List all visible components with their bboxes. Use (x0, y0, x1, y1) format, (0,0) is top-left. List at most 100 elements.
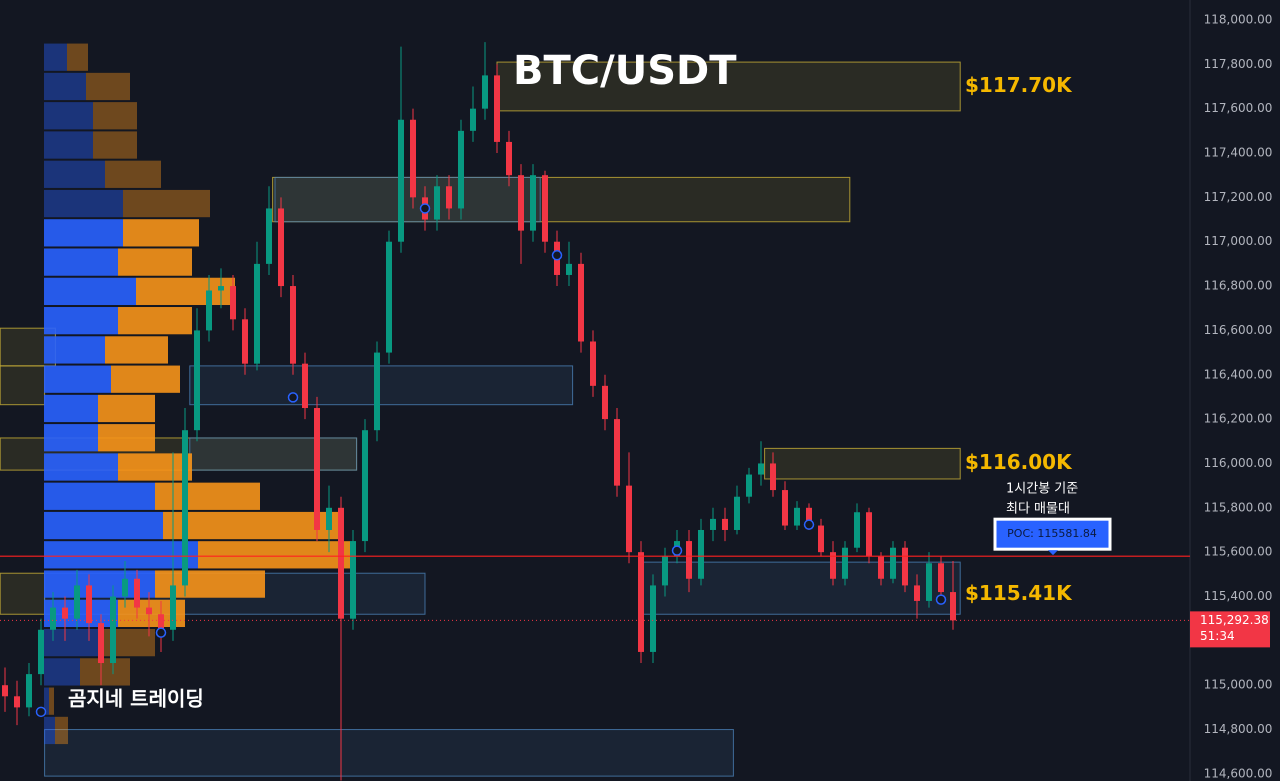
candle-body (494, 75, 500, 142)
profile-sell (118, 453, 192, 481)
candle-body (650, 585, 656, 652)
zone (496, 61, 961, 112)
profile-buy (44, 72, 86, 101)
candle-body (134, 578, 140, 608)
last-price-box (1190, 611, 1270, 648)
poc-pointer (1048, 550, 1058, 556)
profile-buy (44, 336, 105, 364)
candle-body (878, 556, 884, 579)
profile-sell (86, 72, 130, 101)
candle-body (818, 525, 824, 553)
profile-buy (44, 453, 118, 481)
candle-body (194, 330, 200, 431)
candle-body (266, 208, 272, 264)
profile-sell (111, 365, 180, 393)
candle-body (854, 512, 860, 548)
zone (44, 729, 734, 777)
profile-buy (44, 628, 103, 657)
candles (2, 42, 956, 781)
profile-buy (44, 102, 93, 130)
candle-body (842, 547, 848, 579)
y-tick-label: 115,400.00 (1204, 589, 1273, 603)
profile-sell (105, 160, 161, 188)
candle-body (446, 186, 452, 209)
candle-body (938, 563, 944, 593)
candle-body (86, 585, 92, 624)
candle-body (770, 463, 776, 491)
candle-body (566, 263, 572, 275)
candle-body (506, 141, 512, 176)
candle-body (254, 263, 260, 364)
y-tick-label: 117,600.00 (1204, 101, 1273, 115)
candle-body (734, 496, 740, 530)
candle-body (710, 518, 716, 530)
candle-body (26, 674, 32, 708)
candle-body (782, 490, 788, 526)
candle-body (146, 607, 152, 615)
candle-body (158, 614, 164, 630)
candle-body (890, 547, 896, 579)
profile-sell (93, 131, 137, 159)
profile-sell (136, 277, 235, 306)
chart-title: BTC/USDT (513, 48, 737, 94)
signal-marker (35, 706, 47, 718)
candle-body (902, 547, 908, 586)
profile-buy (44, 424, 98, 452)
profile-buy (44, 277, 136, 306)
signal-marker (671, 545, 683, 556)
candle-body (470, 108, 476, 131)
profile-buy (44, 248, 118, 276)
candle-body (110, 596, 116, 664)
candle-body (374, 352, 380, 431)
profile-buy (44, 511, 163, 540)
profile-sell (123, 189, 210, 218)
y-tick-label: 116,200.00 (1204, 412, 1273, 426)
candle-body (434, 186, 440, 220)
zone (274, 176, 541, 223)
profile-sell (198, 541, 350, 569)
candle-body (242, 319, 248, 364)
candle-body (530, 175, 536, 231)
zone (189, 437, 358, 471)
profile-sell (118, 307, 192, 335)
profile-buy (44, 160, 105, 188)
profile-buy (44, 43, 67, 71)
profile-sell (118, 248, 192, 276)
profile-sell (98, 394, 155, 423)
y-tick-label: 116,000.00 (1204, 456, 1273, 470)
candle-body (278, 208, 284, 287)
candle-body (458, 130, 464, 209)
poc-label: POC: 115581.84 (1007, 527, 1097, 540)
annotation: 최다 매물대 (1006, 502, 1070, 517)
candle-body (794, 507, 800, 526)
candle-body (50, 607, 56, 630)
candle-body (518, 175, 524, 231)
profile-sell (49, 687, 54, 715)
candle-body (602, 385, 608, 420)
profile-sell (123, 219, 199, 247)
y-tick-label: 114,800.00 (1204, 722, 1273, 736)
candle-body (170, 585, 176, 630)
candle-body (362, 430, 368, 542)
candle-body (950, 592, 956, 621)
y-tick-label: 118,000.00 (1204, 12, 1273, 26)
signal-marker (935, 594, 947, 605)
signal-marker (287, 392, 299, 403)
profile-buy (44, 189, 123, 218)
signal-marker (155, 627, 167, 638)
candle-body (98, 623, 104, 664)
candle-body (686, 541, 692, 579)
candle-body (350, 541, 356, 619)
profile-buy (44, 716, 55, 745)
candle-body (302, 363, 308, 409)
profile-buy (44, 687, 49, 715)
y-tick-label: 115,600.00 (1204, 545, 1273, 559)
candle-body (122, 578, 128, 597)
candle-body (722, 518, 728, 530)
profile-buy (44, 658, 80, 686)
profile-buy (44, 307, 118, 335)
y-tick-label: 116,600.00 (1204, 323, 1273, 337)
candle-body (206, 290, 212, 331)
candle-body (578, 263, 584, 342)
